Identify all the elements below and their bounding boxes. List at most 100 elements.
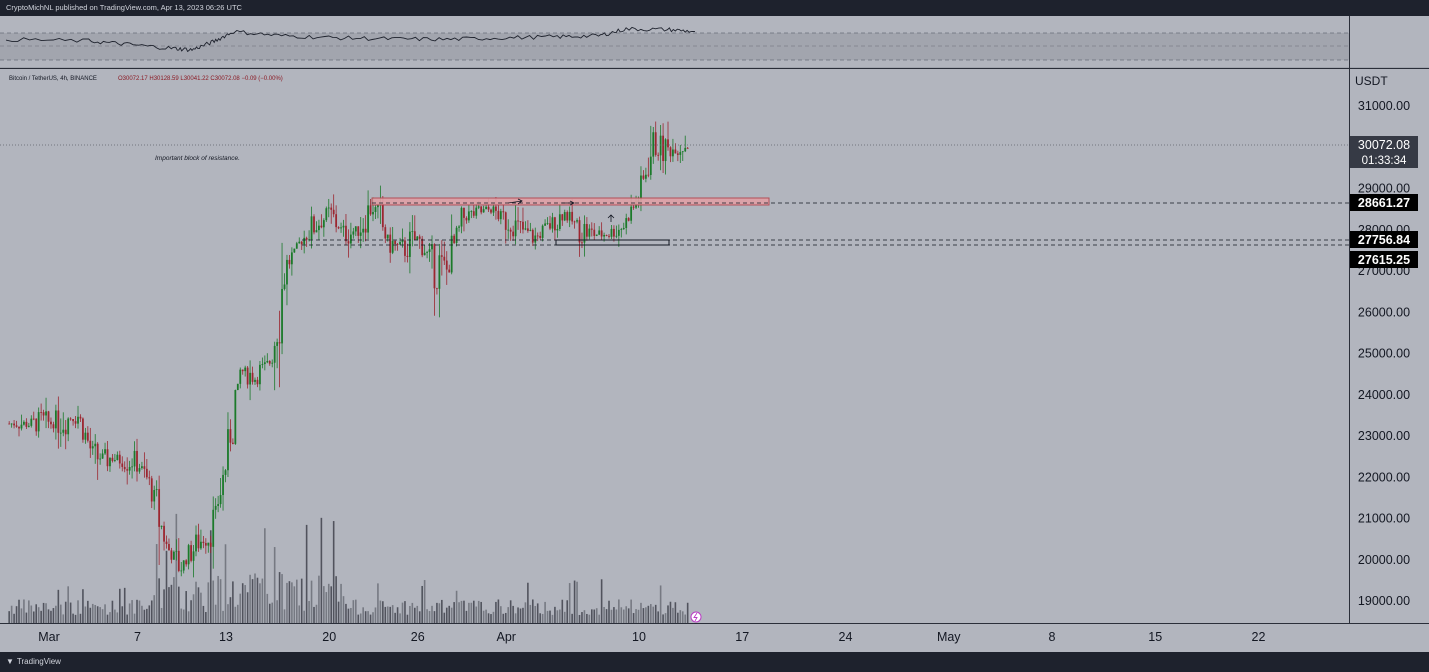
volume-bar: [477, 600, 480, 623]
candle: [531, 228, 534, 246]
symbol-legend[interactable]: Bitcoin / TetherUS, 4h, BINANCE: [9, 76, 97, 82]
time-tick-label: May: [937, 630, 961, 644]
volume-bar: [485, 609, 487, 623]
volume-bar: [362, 607, 364, 623]
volume-bar: [347, 608, 350, 623]
volume-bar: [82, 589, 84, 623]
volume-bar: [536, 603, 539, 623]
volume-bar: [401, 602, 404, 623]
candle: [300, 240, 303, 250]
candle: [236, 383, 239, 391]
volume-bar: [249, 574, 251, 623]
volume-bar: [185, 591, 187, 623]
candle: [158, 475, 161, 565]
volume-bar: [674, 602, 677, 623]
candle: [561, 213, 564, 226]
flash-icon[interactable]: [690, 611, 702, 623]
candle: [27, 422, 30, 428]
volume-bar: [318, 575, 320, 623]
candle: [644, 167, 647, 183]
volume-bar: [197, 587, 200, 623]
volume-bar: [431, 605, 433, 623]
volume-bar: [544, 601, 546, 623]
volume-bar: [672, 607, 674, 623]
volume-bar: [561, 599, 564, 623]
candle: [214, 498, 217, 519]
candle: [145, 459, 148, 480]
volume-bar: [256, 577, 259, 623]
candle: [276, 338, 279, 369]
candle: [654, 121, 657, 157]
resistance-annotation[interactable]: Important block of resistance.: [155, 155, 240, 162]
volume-bar: [504, 612, 507, 623]
candle: [394, 240, 397, 251]
candle: [504, 211, 507, 244]
volume-bar: [426, 609, 428, 623]
volume-bar: [613, 607, 615, 623]
volume-bar: [581, 612, 583, 623]
volume-bar: [500, 606, 502, 623]
price-tick-label: 24000.00: [1358, 388, 1410, 402]
candle: [18, 426, 20, 437]
candle: [384, 224, 387, 244]
candle: [126, 457, 129, 485]
volume-bar: [615, 609, 618, 623]
volume-bar: [507, 607, 510, 623]
volume-bar: [202, 605, 205, 623]
candle: [32, 411, 35, 421]
volume-bar: [50, 610, 52, 623]
price-chart[interactable]: Bitcoin / TetherUS, 4h, BINANCE O30072.1…: [0, 16, 1429, 652]
candle: [82, 417, 84, 443]
volume-bar: [143, 609, 146, 623]
volume-bar: [8, 611, 10, 623]
last-price-value: 30072.08: [1358, 138, 1410, 152]
candle: [224, 468, 227, 483]
volume-bar: [527, 582, 529, 623]
price-tick-label: 20000.00: [1358, 553, 1410, 567]
candle: [482, 205, 485, 213]
volume-bar: [165, 550, 168, 623]
volume-bar: [566, 600, 569, 623]
candle: [229, 419, 232, 452]
candle: [470, 210, 473, 219]
volume-bar: [600, 579, 603, 623]
volume-bar: [386, 606, 389, 623]
volume-bar: [35, 604, 38, 623]
volume-bar: [281, 574, 283, 623]
candle: [20, 414, 23, 431]
candle: [128, 460, 131, 475]
volume-bar: [622, 609, 625, 623]
candle: [303, 230, 306, 254]
volume-bar: [588, 614, 591, 623]
volume-bar: [104, 604, 106, 623]
candle: [576, 218, 578, 224]
volume-bar: [109, 612, 111, 623]
main-pane[interactable]: [0, 69, 1349, 623]
time-tick-label: Apr: [497, 630, 516, 644]
candle: [354, 226, 357, 237]
volume-bar: [367, 611, 369, 623]
volume-bar: [288, 581, 291, 623]
volume-bar: [650, 604, 652, 623]
volume-bar: [502, 613, 505, 623]
volume-bar: [559, 609, 561, 623]
time-axis[interactable]: [0, 623, 1429, 652]
volume-bar: [222, 610, 224, 623]
volume-bar: [576, 581, 578, 623]
volume-bar: [264, 528, 266, 623]
volume-bar: [192, 594, 195, 623]
volume-bar: [219, 579, 222, 623]
price-tick-label: 23000.00: [1358, 429, 1410, 443]
candle: [568, 206, 571, 228]
volume-bar: [364, 611, 367, 623]
volume-bar: [681, 611, 684, 623]
candle: [288, 254, 291, 269]
candle: [544, 219, 546, 226]
volume-bar: [352, 600, 355, 623]
volume-bar: [190, 600, 192, 623]
candle: [364, 215, 367, 242]
candle: [448, 264, 451, 273]
volume-bar: [355, 599, 357, 623]
volume-bar: [28, 600, 30, 623]
candle: [251, 366, 254, 385]
